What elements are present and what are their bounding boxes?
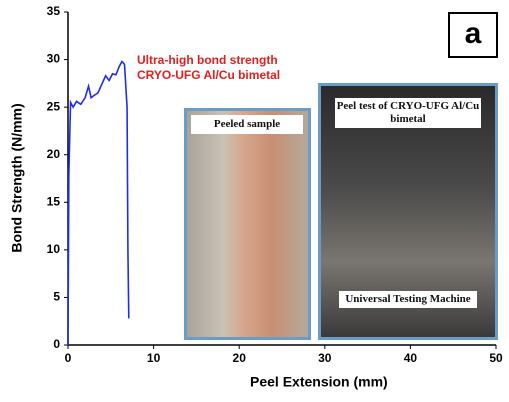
y-tick-label: 20: [47, 147, 61, 161]
x-tick-label: 10: [147, 351, 161, 365]
annotation: CRYO-UFG Al/Cu bimetal: [137, 68, 280, 82]
y-tick-label: 0: [53, 337, 60, 351]
inset-photo: Peel test of CRYO-UFG Al/Cu bimetal Univ…: [318, 83, 498, 340]
y-tick-label: 25: [47, 99, 61, 113]
inset-caption: Peeled sample: [191, 115, 303, 134]
y-tick-label: 35: [47, 4, 61, 18]
y-tick-label: 10: [47, 242, 61, 256]
panel-label: a: [448, 12, 498, 58]
x-tick-label: 20: [233, 351, 247, 365]
x-axis-label: Peel Extension (mm): [250, 374, 388, 390]
x-tick-label: 40: [404, 351, 418, 365]
inset-caption: Universal Testing Machine: [339, 291, 477, 308]
inset-photo: Peeled sample: [184, 108, 311, 340]
y-tick-label: 15: [47, 194, 61, 208]
x-tick-label: 50: [489, 351, 503, 365]
data-line: [67, 60, 130, 346]
inset-caption: Peel test of CRYO-UFG Al/Cu bimetal: [335, 98, 481, 128]
x-tick-label: 0: [65, 351, 72, 365]
y-tick-label: 5: [53, 290, 60, 304]
annotation: Ultra-high bond strength: [137, 53, 278, 67]
y-axis-label: Bond Strength (N/mm): [9, 103, 25, 252]
y-tick-label: 30: [47, 52, 61, 66]
x-tick-label: 30: [318, 351, 332, 365]
